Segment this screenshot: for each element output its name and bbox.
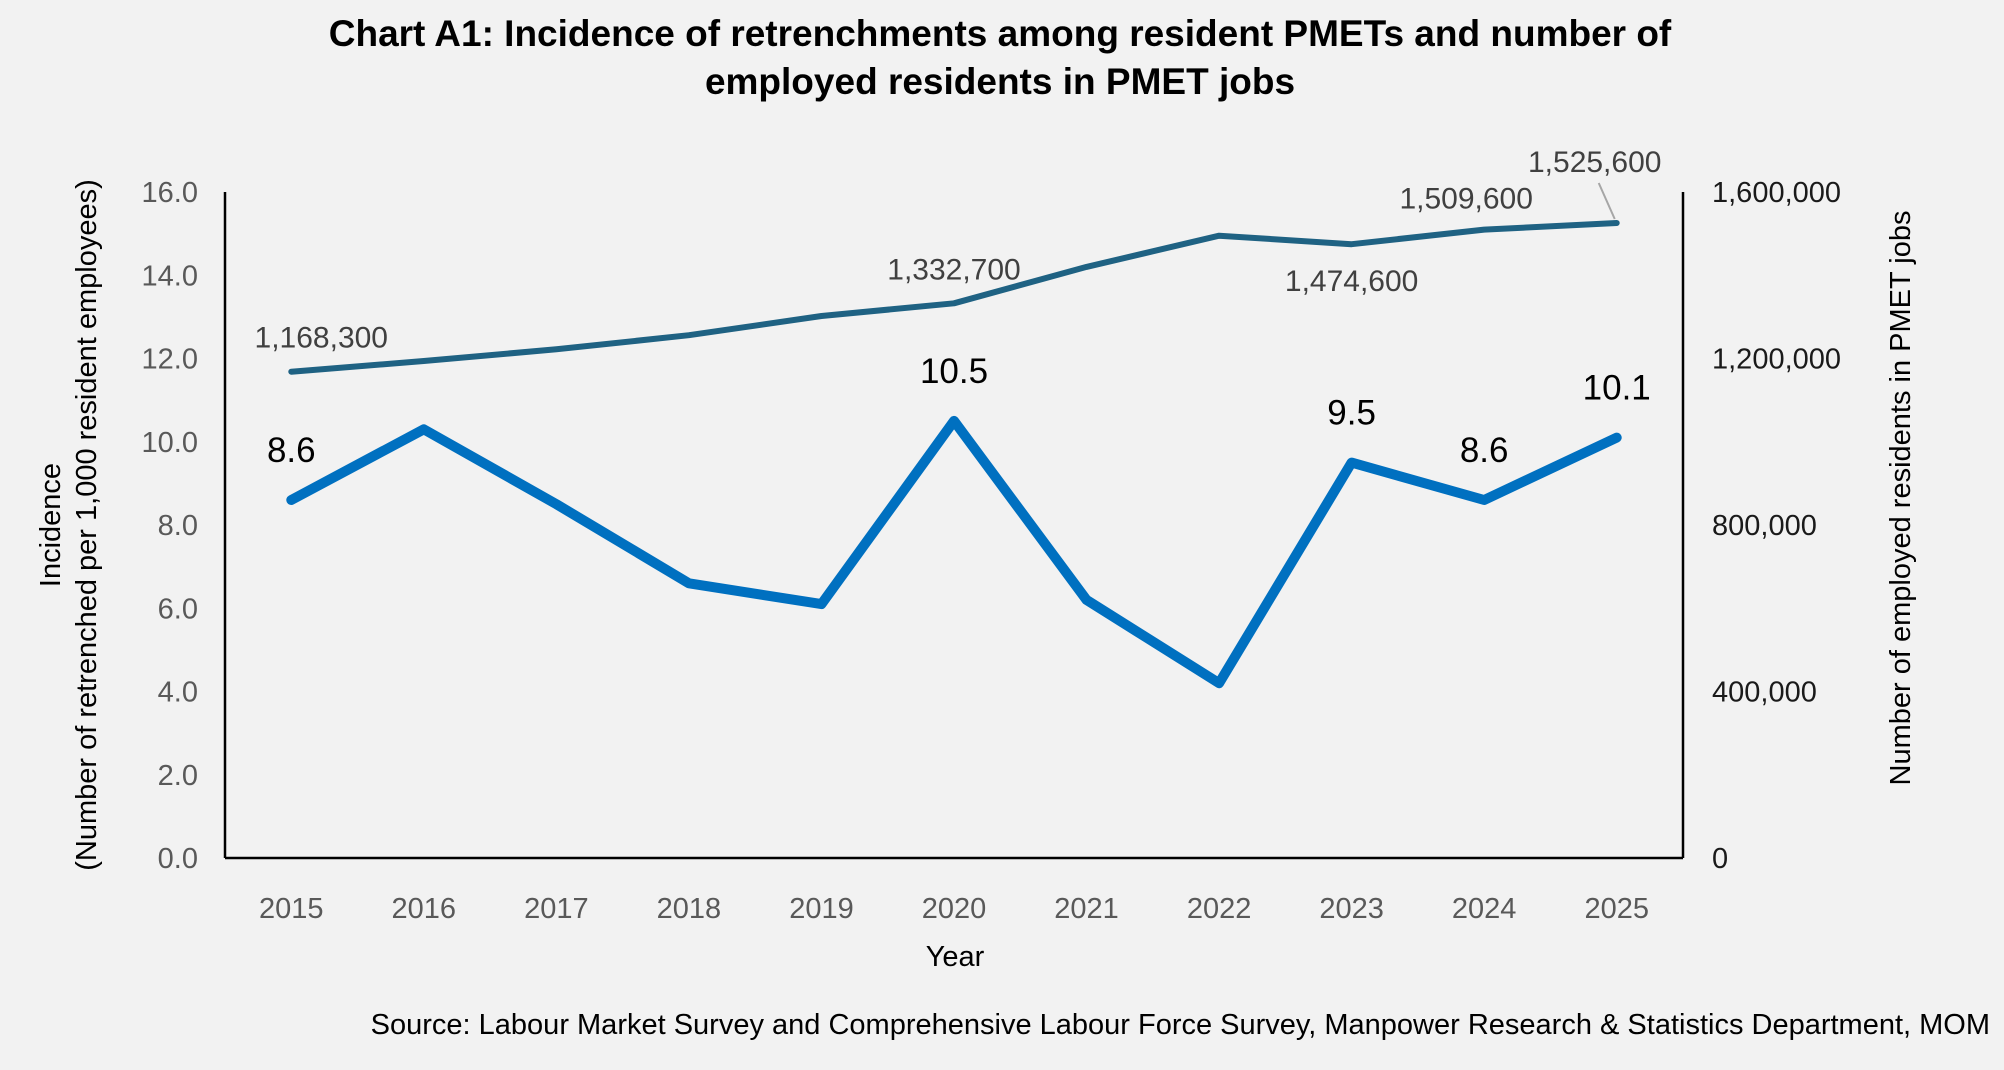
y-left-title-line2: (Number of retrenched per 1,000 resident…: [71, 179, 103, 871]
x-tick-label: 2015: [259, 893, 324, 925]
data-point-employed-residents: [686, 332, 692, 338]
data-label-leader-line: [1597, 182, 1616, 220]
data-point-employed-residents: [1614, 220, 1620, 226]
data-label-employed-residents: 1,332,700: [887, 253, 1020, 286]
data-point-employed-residents: [421, 358, 427, 364]
x-tick-label: 2018: [657, 893, 722, 925]
y-left-title-line1: Incidence: [35, 463, 67, 587]
x-tick-label: 2017: [524, 893, 589, 925]
y-left-tick-label: 8.0: [158, 510, 198, 542]
chart-title-line2: employed residents in PMET jobs: [705, 61, 1295, 102]
x-tick-label: 2022: [1187, 893, 1252, 925]
chart-title-line1: Chart A1: Incidence of retrenchments amo…: [329, 13, 1672, 54]
y-right-tick-label: 800,000: [1712, 510, 1817, 542]
data-label-employed-residents: 1,525,600: [1528, 146, 1661, 179]
y-right-tick-label: 1,600,000: [1712, 177, 1841, 209]
y-left-tick-label: 0.0: [158, 843, 198, 875]
data-point-incidence: [1481, 497, 1488, 504]
data-label-incidence: 8.6: [267, 431, 316, 470]
x-tick-label: 2025: [1584, 893, 1649, 925]
y-right-tick-label: 0: [1712, 843, 1728, 875]
x-tick-label: 2020: [922, 893, 987, 925]
data-point-employed-residents: [553, 346, 559, 352]
y-right-tick-label: 400,000: [1712, 677, 1817, 709]
data-point-employed-residents: [951, 300, 957, 306]
y-left-tick-label: 12.0: [142, 344, 198, 376]
x-tick-label: 2016: [392, 893, 457, 925]
data-label-incidence: 10.5: [920, 352, 988, 391]
data-label-employed-residents: 1,474,600: [1285, 265, 1418, 298]
data-point-employed-residents: [1349, 241, 1355, 247]
data-point-incidence: [818, 601, 825, 608]
data-point-employed-residents: [1481, 227, 1487, 233]
data-point-employed-residents: [1216, 233, 1222, 239]
data-label-incidence: 8.6: [1460, 431, 1509, 470]
left-axis-ticks: 0.0 2.0 4.0 6.0 8.0 10.0 12.0 14.0 16.0: [142, 177, 198, 875]
y-left-tick-label: 16.0: [142, 177, 198, 209]
data-label-employed-residents: 1,168,300: [255, 322, 388, 355]
data-label-incidence: 10.1: [1583, 369, 1651, 408]
data-point-incidence: [553, 501, 560, 508]
y-left-tick-label: 6.0: [158, 593, 198, 625]
y-right-tick-label: 1,200,000: [1712, 344, 1841, 376]
series-line-incidence: [286, 415, 1622, 689]
y-left-tick-label: 10.0: [142, 427, 198, 459]
data-point-incidence: [288, 497, 295, 504]
data-point-employed-residents: [1084, 264, 1090, 270]
data-point-incidence: [1348, 459, 1355, 466]
data-label-incidence: 9.5: [1327, 394, 1376, 433]
y-right-title: Number of employed residents in PMET job…: [1885, 211, 1917, 786]
x-tick-label: 2023: [1319, 893, 1384, 925]
data-points: [288, 220, 1620, 687]
y-left-tick-label: 2.0: [158, 760, 198, 792]
data-label-employed-residents: 1,509,600: [1399, 183, 1532, 216]
x-tick-label: 2021: [1054, 893, 1119, 925]
data-point-incidence: [1613, 434, 1620, 441]
x-tick-label: 2024: [1452, 893, 1517, 925]
data-labels: 8.6 10.5 9.5 8.6 10.1 1,168,300 1,332,700 1,474…: [255, 146, 1662, 470]
x-axis-title: Year: [926, 941, 985, 973]
data-point-employed-residents: [818, 313, 824, 319]
source-note: Source: Labour Market Survey and Compreh…: [371, 1009, 1990, 1041]
y-left-tick-label: 14.0: [142, 260, 198, 292]
data-point-employed-residents: [288, 369, 294, 375]
y-left-tick-label: 4.0: [158, 677, 198, 709]
data-point-incidence: [1083, 596, 1090, 603]
right-axis-ticks: 0 400,000 800,000 1,200,000 1,600,000: [1712, 177, 1841, 875]
data-point-incidence: [420, 426, 427, 433]
data-point-incidence: [951, 417, 957, 424]
x-axis-ticks: 2015 2016 2017 2018 2019 2020 2021 2022 2023 2024…: [259, 893, 1649, 925]
data-point-incidence: [685, 580, 692, 587]
x-tick-label: 2019: [789, 893, 854, 925]
data-point-incidence: [1216, 680, 1223, 687]
